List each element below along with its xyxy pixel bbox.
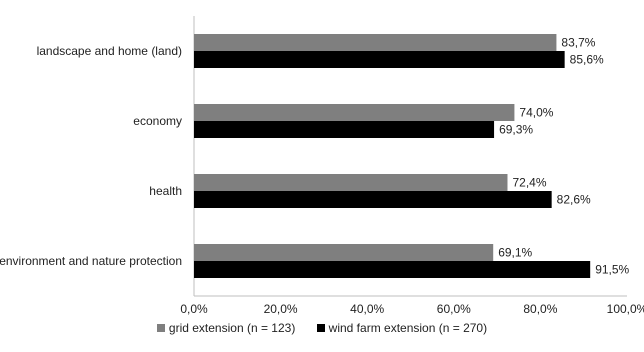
legend: grid extension (n = 123) wind farm exten… [0, 321, 644, 335]
bar-grid-extension-environment-and-nature-protection [194, 244, 494, 261]
x-tick-label: 0,0% [180, 302, 208, 316]
data-label-wind-farm-extension-landscape-and-home-land: 85,6% [570, 53, 604, 67]
data-label-grid-extension-landscape-and-home-land: 83,7% [561, 36, 595, 50]
bar-wind-farm-extension-health [194, 191, 552, 208]
bar-wind-farm-extension-economy [194, 121, 495, 138]
legend-item-grid-extension: grid extension (n = 123) [156, 321, 296, 335]
x-tick-label: 40,0% [350, 302, 384, 316]
category-label-environment-and-nature-protection: environment and nature protection [0, 254, 182, 268]
bar-grid-extension-landscape-and-home-land [194, 34, 557, 51]
category-label-economy: economy [133, 114, 182, 128]
data-label-grid-extension-environment-and-nature-protection: 69,1% [498, 246, 532, 260]
data-label-wind-farm-extension-economy: 69,3% [499, 123, 533, 137]
category-label-landscape-and-home-land: landscape and home (land) [37, 44, 182, 58]
bar-wind-farm-extension-landscape-and-home-land [194, 51, 565, 68]
x-tick-label: 80,0% [523, 302, 557, 316]
category-label-health: health [149, 184, 182, 198]
legend-label-wind-farm-extension: wind farm extension (n = 270) [328, 321, 488, 335]
legend-swatch-wind-farm-extension [316, 324, 325, 332]
bar-grid-extension-health [194, 174, 508, 191]
legend-label-grid-extension: grid extension (n = 123) [168, 321, 296, 335]
x-tick-label: 100,0% [607, 302, 644, 316]
legend-swatch-grid-extension [156, 324, 165, 332]
legend-item-wind-farm-extension: wind farm extension (n = 270) [316, 321, 488, 335]
x-tick-label: 60,0% [437, 302, 471, 316]
data-label-grid-extension-economy: 74,0% [519, 106, 553, 120]
bar-grid-extension-economy [194, 104, 515, 121]
data-label-wind-farm-extension-environment-and-nature-protection: 91,5% [595, 263, 629, 277]
data-label-grid-extension-health: 72,4% [512, 176, 546, 190]
x-tick-label: 20,0% [264, 302, 298, 316]
bar-wind-farm-extension-environment-and-nature-protection [194, 261, 591, 278]
data-label-wind-farm-extension-health: 82,6% [557, 193, 591, 207]
